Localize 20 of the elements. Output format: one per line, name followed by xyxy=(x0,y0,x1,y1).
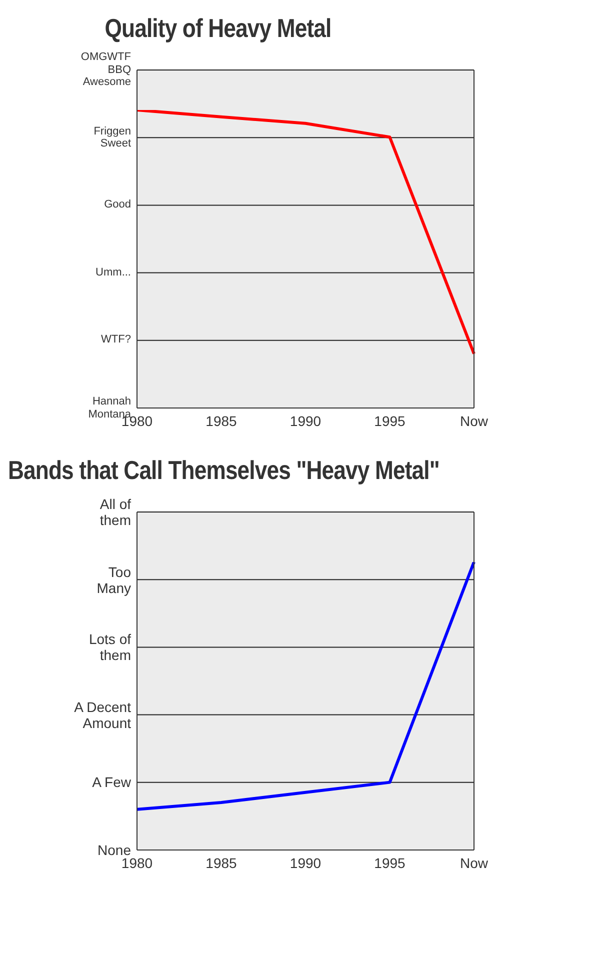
x-tick-label: 1995 xyxy=(374,854,406,871)
text: Lots of them xyxy=(88,631,131,664)
x-tick-label: 1985 xyxy=(206,854,238,871)
text: WTF? xyxy=(101,334,131,347)
x-tick-label: Now xyxy=(460,412,489,429)
x-tick-label: Now xyxy=(460,854,489,871)
text: A Decent Amount xyxy=(74,698,131,731)
text: A Few xyxy=(92,774,131,790)
text: OMGWTF BBQ Awesome xyxy=(80,51,131,89)
text: Good xyxy=(104,198,131,212)
text: Too Many xyxy=(96,564,131,596)
x-tick-label: 1990 xyxy=(290,412,322,429)
x-tick-label: 1995 xyxy=(374,412,406,429)
x-tick-label: 1990 xyxy=(290,854,322,871)
chart-title: Quality of Heavy Metal xyxy=(104,12,332,45)
chart-title: Bands that Call Themselves "Heavy Metal" xyxy=(8,454,440,487)
text: All of them xyxy=(100,496,131,528)
x-tick-label: 1985 xyxy=(206,412,238,429)
text: Umm... xyxy=(96,266,131,280)
text: Friggen Sweet xyxy=(94,124,131,150)
